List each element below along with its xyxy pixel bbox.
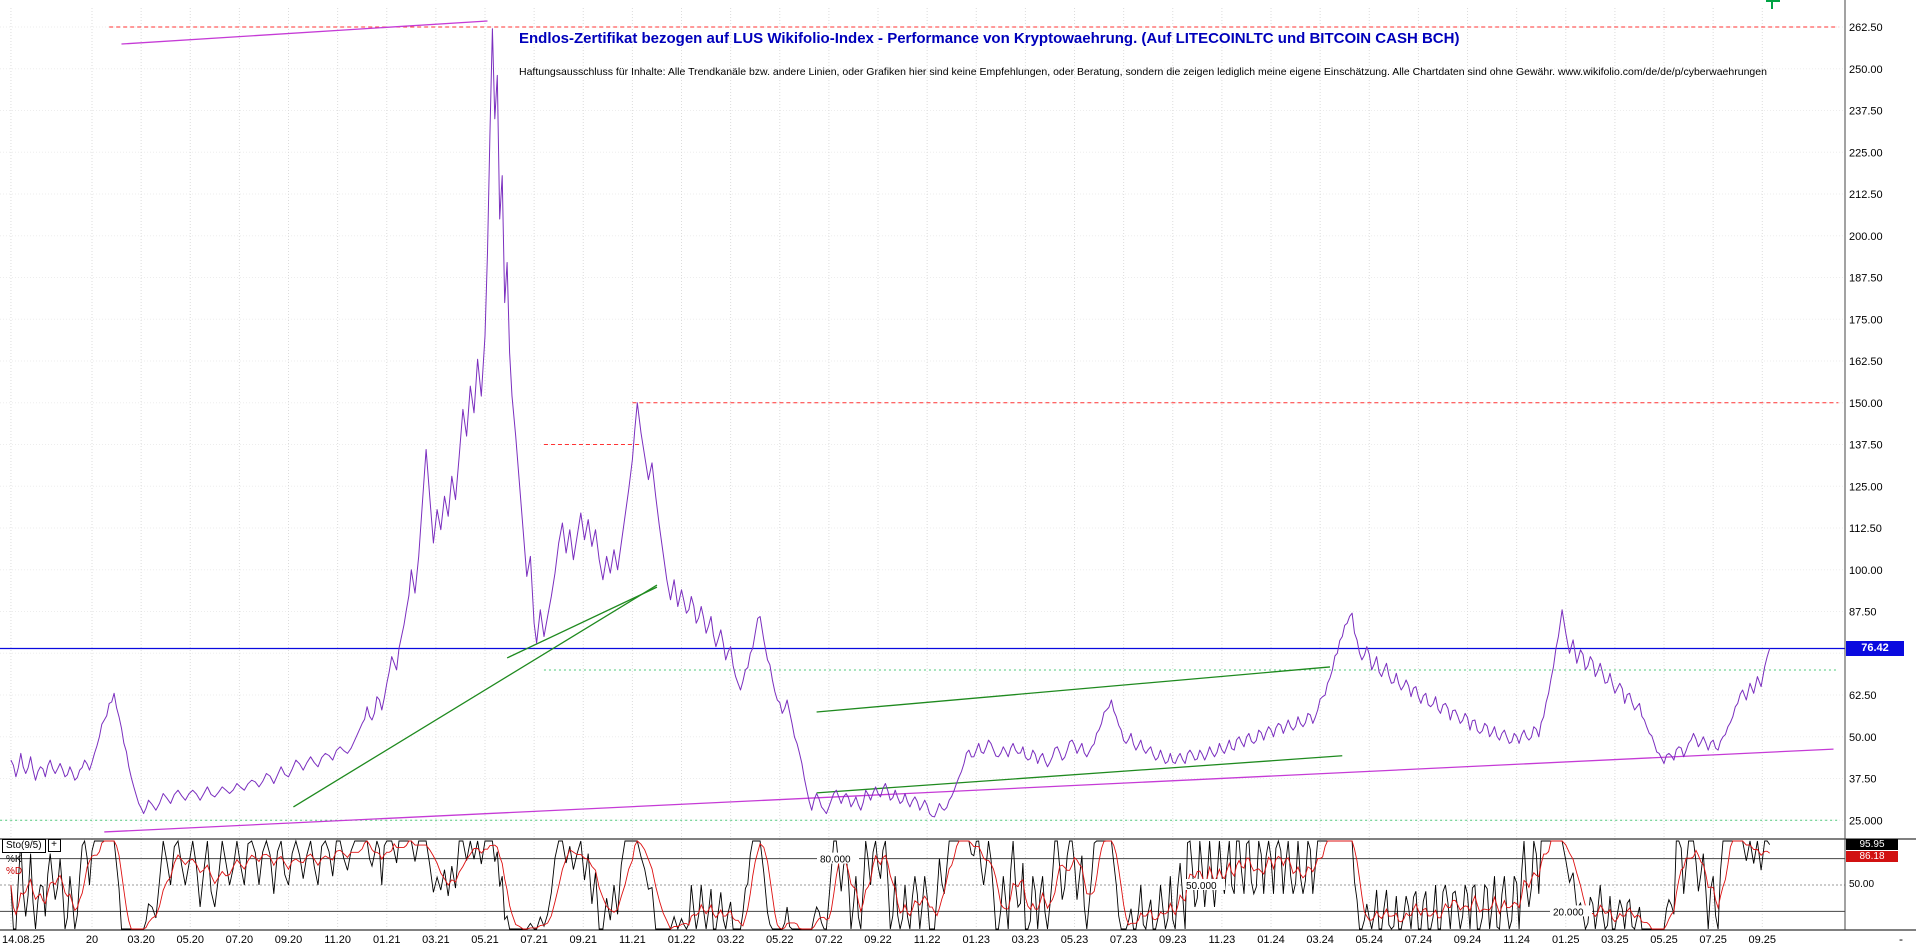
gridlines [0,8,1845,929]
x-axis-label: 11.24 [1503,934,1530,946]
x-axis-label: 03.22 [717,934,745,946]
stochastic-d-label: %D [6,866,23,877]
y-axis-label: 62.50 [1849,690,1877,702]
x-axis-label: 11.21 [619,934,646,946]
x-axis-label: 03.24 [1306,934,1334,946]
y-axis-label: 212.50 [1849,189,1883,201]
trendline [816,755,1343,794]
x-axis-label: 03.20 [127,934,155,946]
indicator-add-button[interactable]: + [47,839,61,852]
y-axis-label: 175.00 [1849,314,1883,326]
stochastic-level-label: 80.000 [820,855,851,866]
level-lines [0,26,1845,821]
y-axis-label: 200.00 [1849,231,1883,243]
x-axis-label: 09.20 [275,934,303,946]
x-axis-label: 14.08.25 [2,934,45,946]
x-axis-label: 20 [86,934,98,946]
x-axis-label: 11.20 [324,934,351,946]
x-axis-label: 07.22 [815,934,843,946]
zoom-out-button[interactable]: - [1899,932,1903,946]
y-axis-label: 137.50 [1849,440,1883,452]
trendlines [104,20,1834,833]
x-axis-label: 03.23 [1012,934,1040,946]
x-axis-label: 11.22 [914,934,941,946]
stochastic-d-value-badge: 86.18 [1846,851,1898,862]
price-series [10,0,1780,818]
x-axis-label: 03.25 [1601,934,1629,946]
stochastic-level-label-bg [817,852,859,864]
y-axis-label: 187.50 [1849,273,1883,285]
stochastic-pane: 80.000 50.000 20.000 [0,839,1845,931]
x-axis-label: 01.21 [373,934,401,946]
x-axis-label: 07.20 [226,934,254,946]
y-axis-label: 50.00 [1849,732,1877,744]
y-axis-label: 250.00 [1849,64,1883,76]
y-axis-label: 262.50 [1849,22,1883,34]
current-price-badge: 76.42 [1846,641,1904,656]
x-axis-label: 05.25 [1650,934,1678,946]
stochastic-d-line [10,840,1770,930]
x-axis-label: 05.22 [766,934,794,946]
trendline [506,586,658,659]
y-axis-label: 125.00 [1849,481,1883,493]
stochastic-level-label: 50.000 [1186,881,1217,892]
x-axis-label: 07.25 [1699,934,1727,946]
y-axis-label: 237.50 [1849,106,1883,118]
x-axis-label: 05.24 [1356,934,1384,946]
stochastic-50-axis-label: 50.00 [1849,879,1875,890]
y-axis-label: 112.50 [1849,523,1882,535]
x-axis-label: 09.22 [864,934,892,946]
x-axis-label: 05.20 [176,934,204,946]
x-axis-label: 09.24 [1454,934,1482,946]
x-axis-label: 05.21 [471,934,499,946]
x-axis-label: 01.23 [963,934,991,946]
x-axis-label: 07.21 [520,934,548,946]
x-axis-label: 07.24 [1405,934,1433,946]
trendline [816,666,1331,713]
chart-title: Endlos-Zertifikat bezogen auf LUS Wikifo… [519,30,1460,47]
y-axis-label: 87.50 [1849,607,1877,619]
y-axis-label: 150.00 [1849,398,1883,410]
stochastic-k-value-badge: 95.95 [1846,839,1898,850]
trendline [121,20,488,45]
indicator-label[interactable]: Sto(9/5) [2,839,46,853]
x-axis-label: 11.23 [1209,934,1236,946]
x-axis-label: 01.24 [1257,934,1285,946]
y-axis-label: 225.00 [1849,147,1883,159]
chart-disclaimer: Haftungsausschluss für Inhalte: Alle Tre… [519,66,1767,78]
x-axis-label: 09.23 [1159,934,1187,946]
x-axis-label: 05.23 [1061,934,1089,946]
stochastic-level-label-bg [1183,879,1225,890]
x-axis-label: 01.25 [1552,934,1580,946]
x-axis-label: 09.21 [569,934,597,946]
y-axis-label: 100.00 [1849,565,1883,577]
x-axis-label: 01.22 [668,934,696,946]
stochastic-level-label-bg [1550,905,1592,917]
y-axis-label: 162.50 [1849,356,1883,368]
trendline [104,748,1834,833]
x-axis-label: 07.23 [1110,934,1138,946]
price-series-line [10,28,1771,818]
stochastic-k-label: %K [6,854,22,865]
trendline [293,584,658,808]
y-axis-label: 37.50 [1849,774,1877,786]
x-axis-label: 03.21 [422,934,450,946]
indicator-header: Sto(9/5) + [2,839,61,853]
stochastic-level-label: 20.000 [1553,907,1584,918]
y-axis-label: 25.000 [1849,815,1883,827]
x-axis-label: 09.25 [1749,934,1777,946]
